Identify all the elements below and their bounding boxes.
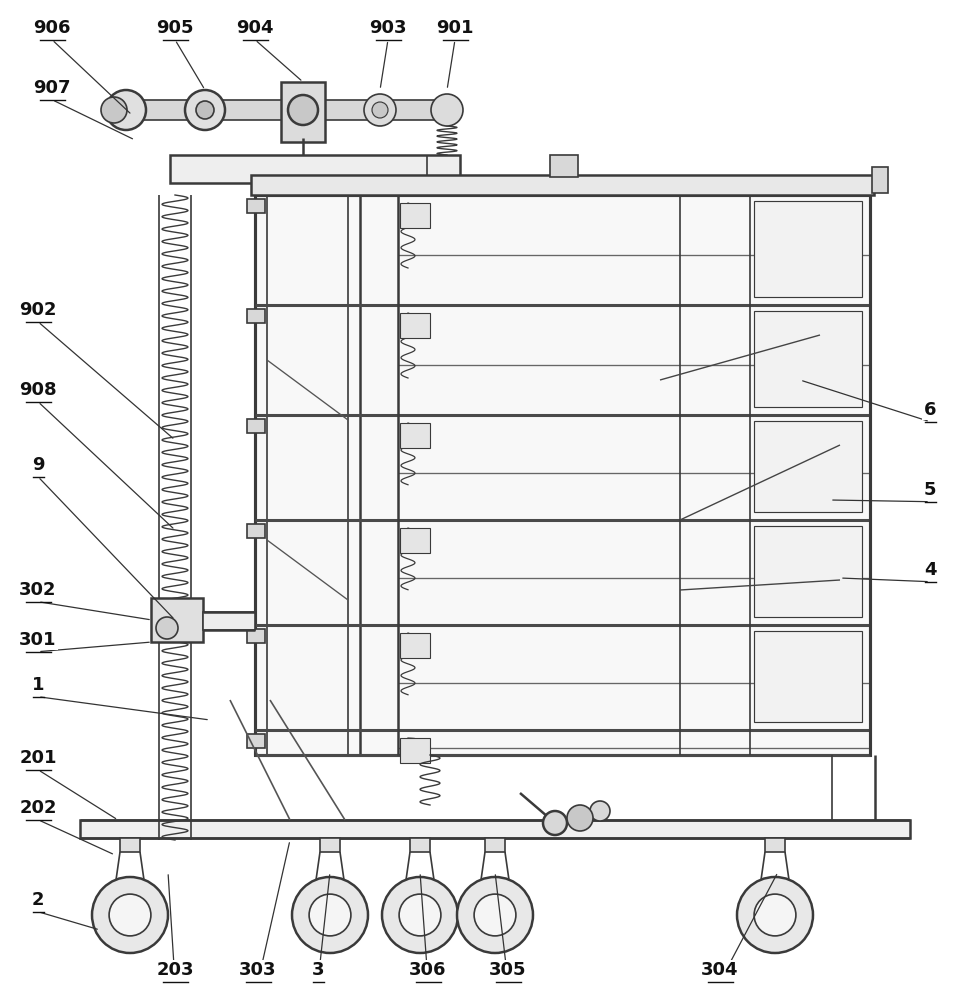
Bar xyxy=(247,629,265,643)
Bar xyxy=(754,526,862,617)
Bar xyxy=(400,203,430,228)
Text: 906: 906 xyxy=(34,19,71,37)
Circle shape xyxy=(543,811,567,835)
Bar xyxy=(247,419,265,433)
Circle shape xyxy=(364,94,396,126)
Circle shape xyxy=(309,894,351,936)
Text: 6: 6 xyxy=(924,401,936,419)
Bar xyxy=(754,631,862,722)
Bar xyxy=(872,167,888,193)
Text: 904: 904 xyxy=(236,19,274,37)
Bar xyxy=(255,195,870,755)
Bar xyxy=(120,838,140,852)
Bar xyxy=(320,838,340,852)
Bar xyxy=(765,838,785,852)
Circle shape xyxy=(92,877,168,953)
Bar xyxy=(80,820,910,838)
Text: 5: 5 xyxy=(924,481,936,499)
Text: 4: 4 xyxy=(924,561,936,579)
Text: 907: 907 xyxy=(34,79,71,97)
Text: 901: 901 xyxy=(436,19,473,37)
Circle shape xyxy=(755,894,796,936)
Text: 306: 306 xyxy=(409,961,446,979)
Text: 203: 203 xyxy=(156,961,194,979)
Text: 902: 902 xyxy=(19,301,57,319)
Text: 301: 301 xyxy=(19,631,57,649)
Text: 903: 903 xyxy=(370,19,407,37)
Circle shape xyxy=(737,877,813,953)
Bar xyxy=(251,175,874,195)
Circle shape xyxy=(372,102,388,118)
Text: 303: 303 xyxy=(239,961,276,979)
Circle shape xyxy=(185,90,225,130)
Bar xyxy=(115,102,125,118)
Text: 305: 305 xyxy=(490,961,527,979)
Bar xyxy=(754,201,862,297)
Bar xyxy=(247,524,265,538)
Bar xyxy=(247,199,265,213)
Text: 202: 202 xyxy=(19,799,57,817)
Bar xyxy=(247,734,265,748)
Circle shape xyxy=(431,94,463,126)
Text: 304: 304 xyxy=(701,961,739,979)
Bar xyxy=(110,100,455,120)
Bar xyxy=(400,423,430,448)
Circle shape xyxy=(109,894,151,936)
Bar xyxy=(247,309,265,323)
Text: 905: 905 xyxy=(156,19,194,37)
Circle shape xyxy=(382,877,458,953)
Circle shape xyxy=(292,877,368,953)
Bar xyxy=(400,313,430,338)
Bar xyxy=(754,311,862,407)
Circle shape xyxy=(399,894,441,936)
Bar xyxy=(203,612,255,630)
Text: 3: 3 xyxy=(312,961,324,979)
Circle shape xyxy=(474,894,516,936)
Bar xyxy=(485,838,505,852)
Bar xyxy=(170,155,460,183)
Bar xyxy=(550,155,578,177)
Text: 908: 908 xyxy=(19,381,57,399)
Circle shape xyxy=(106,90,146,130)
Circle shape xyxy=(196,101,214,119)
Text: 9: 9 xyxy=(32,456,44,474)
Bar xyxy=(400,528,430,553)
Circle shape xyxy=(590,801,610,821)
Text: 2: 2 xyxy=(32,891,44,909)
Bar xyxy=(281,82,325,142)
Circle shape xyxy=(101,97,127,123)
Bar xyxy=(754,421,862,512)
Circle shape xyxy=(567,805,593,831)
Text: 1: 1 xyxy=(32,676,44,694)
Bar xyxy=(400,633,430,658)
Circle shape xyxy=(288,95,318,125)
Circle shape xyxy=(457,877,533,953)
Bar xyxy=(151,598,203,642)
Bar xyxy=(410,838,430,852)
Text: 201: 201 xyxy=(19,749,57,767)
Text: 302: 302 xyxy=(19,581,57,599)
Circle shape xyxy=(156,617,178,639)
Bar xyxy=(400,738,430,763)
